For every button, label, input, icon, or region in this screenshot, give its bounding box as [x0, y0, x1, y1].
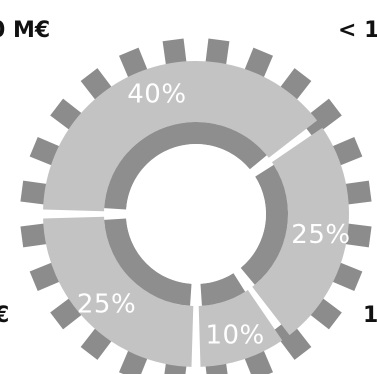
donut-center-hole: [126, 144, 266, 284]
corner-label-bottom-right: 1: [363, 303, 377, 328]
pie-slice: [198, 289, 283, 367]
slice-label: 40%: [127, 80, 186, 110]
corner-label-top-right: < 1: [338, 18, 377, 43]
gear-tooth: [272, 318, 312, 360]
pie-slice-inner-ring: [104, 121, 267, 210]
pie-slice: [43, 216, 194, 367]
pie-slice-inner-ring: [104, 218, 192, 306]
gear-tooth: [300, 98, 342, 138]
slice-label: 25%: [291, 220, 350, 250]
pie-slice: [252, 127, 350, 336]
donut-slices: [43, 61, 350, 367]
slice-label: 25%: [77, 289, 136, 319]
corner-label-top-left: 0 M€: [0, 18, 50, 43]
pie-slice-inner-ring: [200, 273, 246, 306]
slice-labels: 25% 40% 25% 10%: [77, 80, 350, 351]
slice-label: 10%: [205, 320, 264, 350]
pie-slice: [43, 61, 318, 212]
pie-slice-inner-ring: [240, 164, 288, 285]
corner-label-bottom-left: €: [0, 303, 9, 328]
